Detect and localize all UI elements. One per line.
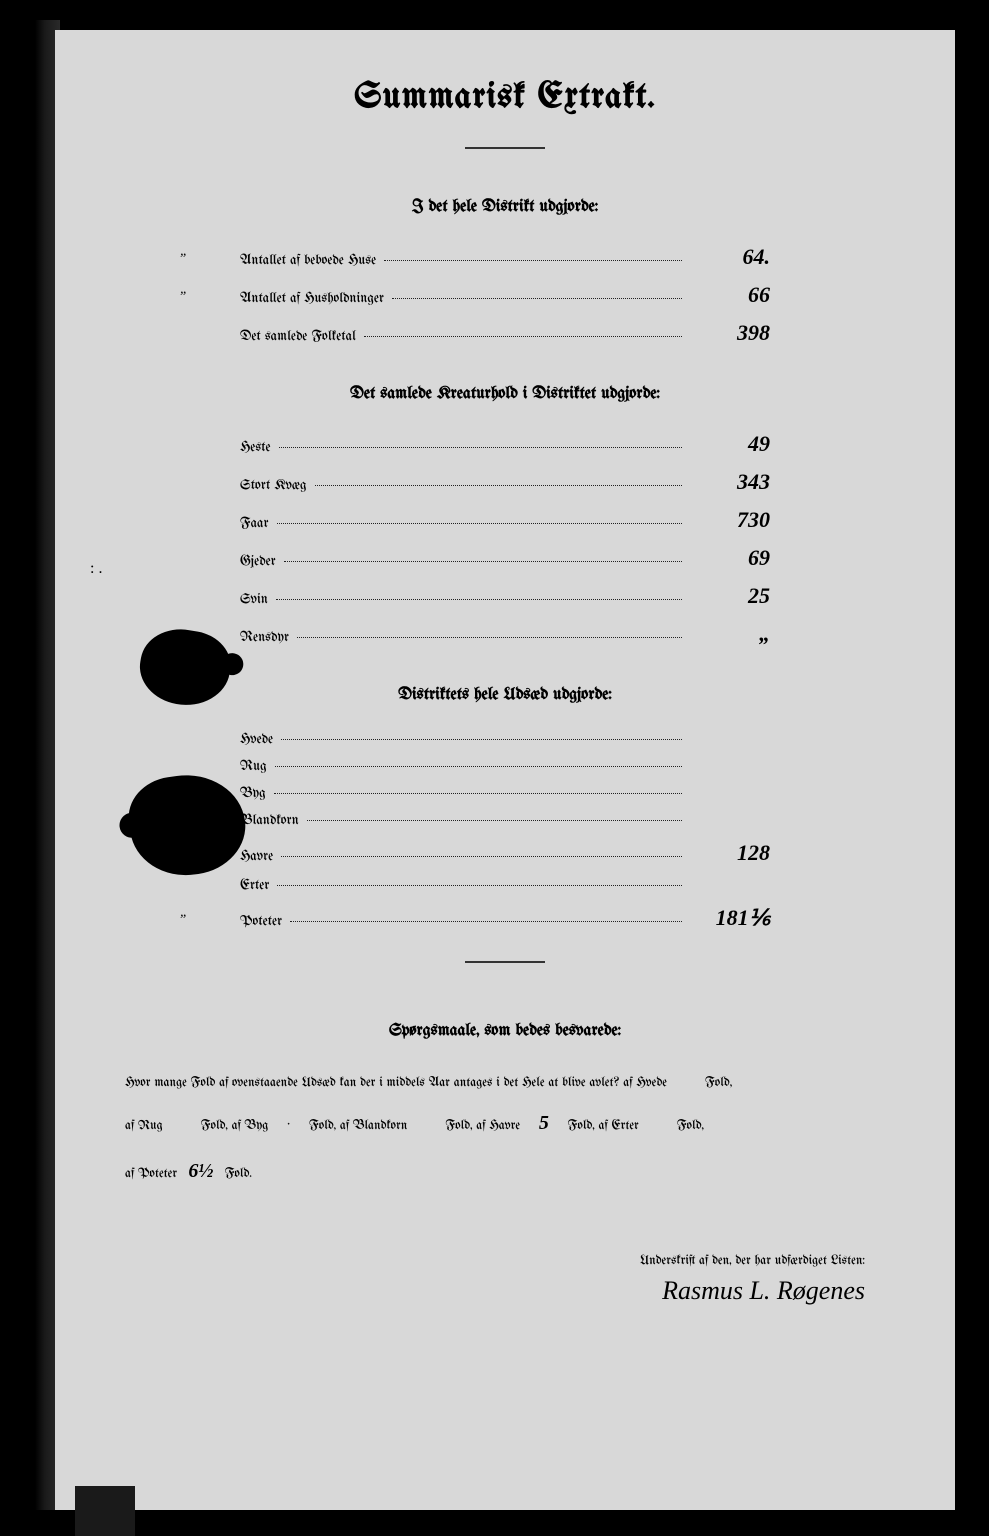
questions-heading: Spørgsmaale, som bedes besvarede: [115,1023,895,1040]
row-label: Det samlede Folketal [240,329,356,344]
dot-leader [279,447,682,448]
dot-leader [384,260,682,261]
row-label: Stort Kvæg [240,478,307,493]
poteter-value: 6½ [181,1147,221,1195]
row-pigs: Svin 25 [240,583,770,609]
row-value: 64. [690,244,770,270]
q-text: Fold, af Byg [201,1120,269,1133]
dot-leader [392,298,682,299]
section1-heading: I det hele Distrikt udgjorde: [115,199,895,216]
section2-rows: Heste 49 Stort Kvæg 343 Faar 730 Gjeder … [240,431,770,647]
row-potatoes: „ Poteter 181⅙ [240,905,770,931]
row-value: 398 [690,320,770,346]
row-population: Det samlede Folketal 398 [240,320,770,346]
dot-leader [277,885,682,886]
row-mixed: „ Blandkorn [240,813,770,828]
row-label: Erter [240,878,269,893]
row-value: „ [690,621,770,647]
row-reindeer: Rensdyr „ [240,621,770,647]
row-label: Gjeder [240,554,276,569]
row-cattle: Stort Kvæg 343 [240,469,770,495]
row-label: Poteter [240,914,282,929]
row-houses: „ Antallet af beboede Huse 64. [240,244,770,270]
dot-leader [274,793,682,794]
row-value: 181⅙ [690,905,770,931]
row-horses: Heste 49 [240,431,770,457]
row-sheep: Faar 730 [240,507,770,533]
questions-block: Hvor mange Fold af ovenstaaende Udsæd ka… [115,1068,895,1195]
row-goats: Gjeder 69 [240,545,770,571]
row-value: 69 [690,545,770,571]
q-text: Fold. [225,1168,252,1181]
row-value: 25 [690,583,770,609]
q-text: Fold, [677,1120,704,1133]
q-text: Hvor mange Fold af ovenstaaende Udsæd ka… [125,1077,667,1090]
dot-leader [307,820,682,821]
row-prefix: „ [180,282,188,298]
dot-leader [290,921,682,922]
section3-rows: Hvede Rug „ Byg „ Blandkorn „ Havre 128 [240,732,770,931]
row-barley: „ Byg [240,786,770,801]
row-label: Antallet af beboede Huse [240,253,376,268]
row-label: Faar [240,516,269,531]
row-value: 730 [690,507,770,533]
row-prefix: „ [180,244,188,260]
row-label: Rug [240,759,267,774]
dot-leader [281,856,682,857]
q-text: Fold, af Havre [445,1120,520,1133]
dot-leader [315,485,682,486]
dot-leader [284,561,682,562]
section2-heading: Det samlede Kreaturhold i Distriktet udg… [115,386,895,403]
archive-tab [75,1486,135,1536]
row-rye: Rug [240,759,770,774]
dot-leader [275,766,682,767]
row-households: „ Antallet af Husholdninger 66 [240,282,770,308]
row-label: Byg [240,786,266,801]
signature-name: Rasmus L. Røgenes [115,1276,865,1306]
q-text: Fold, [705,1077,732,1090]
row-label: Blandkorn [240,813,299,828]
row-label: Havre [240,849,273,864]
row-oats: „ Havre 128 [240,840,770,866]
q-text: Fold, af Erter [568,1120,639,1133]
row-prefix: „ [180,905,188,921]
dot-leader [364,336,682,337]
row-label: Antallet af Husholdninger [240,291,384,306]
row-label: Rensdyr [240,630,289,645]
row-peas: Erter [240,878,770,893]
signature-label: Underskrift af den, der har udfærdiget L… [115,1255,865,1268]
dot-leader [276,599,682,600]
divider [465,147,545,149]
havre-value: 5 [524,1099,564,1147]
margin-mark: : . [90,560,102,578]
signature-block: Underskrift af den, der har udfærdiget L… [115,1255,895,1306]
row-label: Heste [240,440,271,455]
row-value: 66 [690,282,770,308]
q-text: af Poteter [125,1168,177,1181]
row-label: Hvede [240,732,273,747]
row-value: 128 [690,840,770,866]
page-title: Summarisk Extrakt. [115,80,895,117]
dot-leader [297,637,682,638]
divider [465,961,545,963]
section3-heading: Distriktets hele Udsæd udgjorde: [115,687,895,704]
row-label: Svin [240,592,268,607]
document-page: Summarisk Extrakt. I det hele Distrikt u… [55,30,955,1510]
section1-rows: „ Antallet af beboede Huse 64. „ Antalle… [240,244,770,346]
q-text: Fold, af Blandkorn [309,1120,407,1133]
row-value: 49 [690,431,770,457]
q-text: af Rug [125,1120,163,1133]
row-value: 343 [690,469,770,495]
dot-leader [277,523,682,524]
dot-leader [281,739,682,740]
row-wheat: Hvede [240,732,770,747]
